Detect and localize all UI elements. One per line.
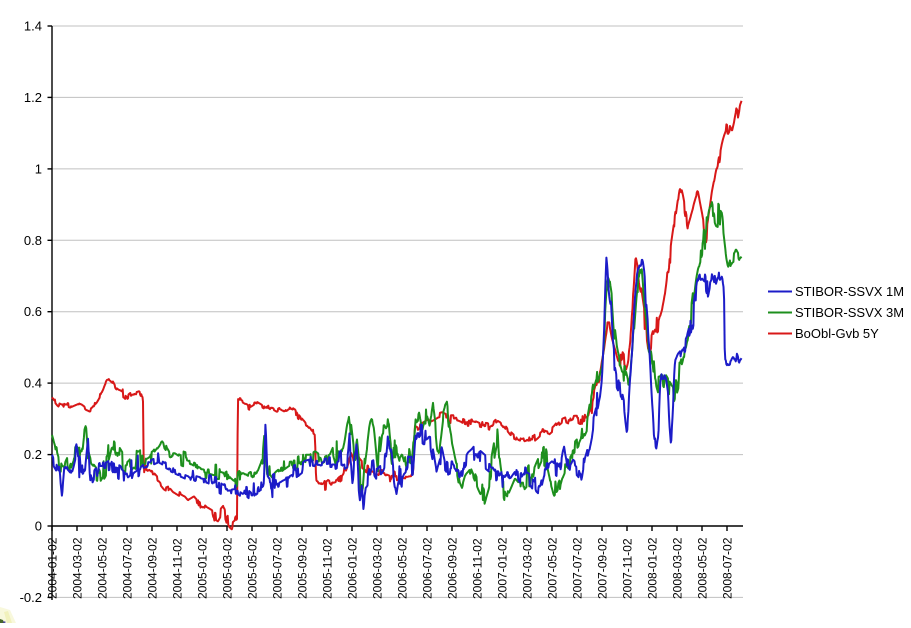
svg-text:2007-07-02: 2007-07-02 (571, 537, 585, 599)
svg-text:-0.2: -0.2 (20, 590, 42, 605)
svg-text:2008-05-02: 2008-05-02 (696, 537, 710, 599)
svg-text:1.2: 1.2 (24, 90, 42, 105)
svg-text:0.6: 0.6 (24, 304, 42, 319)
svg-text:2008-07-02: 2008-07-02 (721, 537, 735, 599)
svg-text:2005-05-02: 2005-05-02 (246, 537, 260, 599)
svg-text:2006-09-02: 2006-09-02 (446, 537, 460, 599)
svg-text:2004-03-02: 2004-03-02 (71, 537, 85, 599)
svg-text:0.2: 0.2 (24, 447, 42, 462)
svg-text:2006-11-02: 2006-11-02 (471, 538, 485, 599)
svg-text:0.8: 0.8 (24, 233, 42, 248)
svg-text:2007-03-02: 2007-03-02 (521, 537, 535, 599)
svg-text:2007-09-02: 2007-09-02 (596, 537, 610, 599)
svg-text:STIBOR-SSVX 3M: STIBOR-SSVX 3M (795, 305, 904, 320)
svg-text:2005-09-02: 2005-09-02 (296, 537, 310, 599)
svg-text:2006-05-02: 2006-05-02 (396, 537, 410, 599)
svg-text:1: 1 (35, 161, 42, 176)
svg-text:2006-03-02: 2006-03-02 (371, 537, 385, 599)
svg-text:BoObl-Gvb 5Y: BoObl-Gvb 5Y (795, 326, 879, 341)
svg-text:STIBOR-SSVX 1M: STIBOR-SSVX 1M (795, 284, 904, 299)
svg-text:2005-03-02: 2005-03-02 (221, 537, 235, 599)
svg-text:2004-01-02: 2004-01-02 (46, 537, 60, 599)
svg-text:2007-05-02: 2007-05-02 (546, 537, 560, 599)
svg-text:1.4: 1.4 (24, 19, 42, 34)
svg-text:2008-03-02: 2008-03-02 (671, 537, 685, 599)
svg-text:2004-11-02: 2004-11-02 (171, 538, 185, 599)
svg-text:2006-07-02: 2006-07-02 (421, 537, 435, 599)
svg-text:0: 0 (35, 519, 42, 534)
svg-text:2004-09-02: 2004-09-02 (146, 537, 160, 599)
svg-text:2005-11-02: 2005-11-02 (321, 538, 335, 599)
svg-text:2007-01-02: 2007-01-02 (496, 537, 510, 599)
svg-text:2007-11-02: 2007-11-02 (621, 538, 635, 599)
svg-text:2004-05-02: 2004-05-02 (96, 537, 110, 599)
svg-text:0.4: 0.4 (24, 376, 42, 391)
svg-text:2006-01-02: 2006-01-02 (346, 537, 360, 599)
svg-text:2004-07-02: 2004-07-02 (121, 537, 135, 599)
svg-text:2005-07-02: 2005-07-02 (271, 537, 285, 599)
svg-text:2008-01-02: 2008-01-02 (646, 537, 660, 599)
svg-text:2005-01-02: 2005-01-02 (196, 537, 210, 599)
